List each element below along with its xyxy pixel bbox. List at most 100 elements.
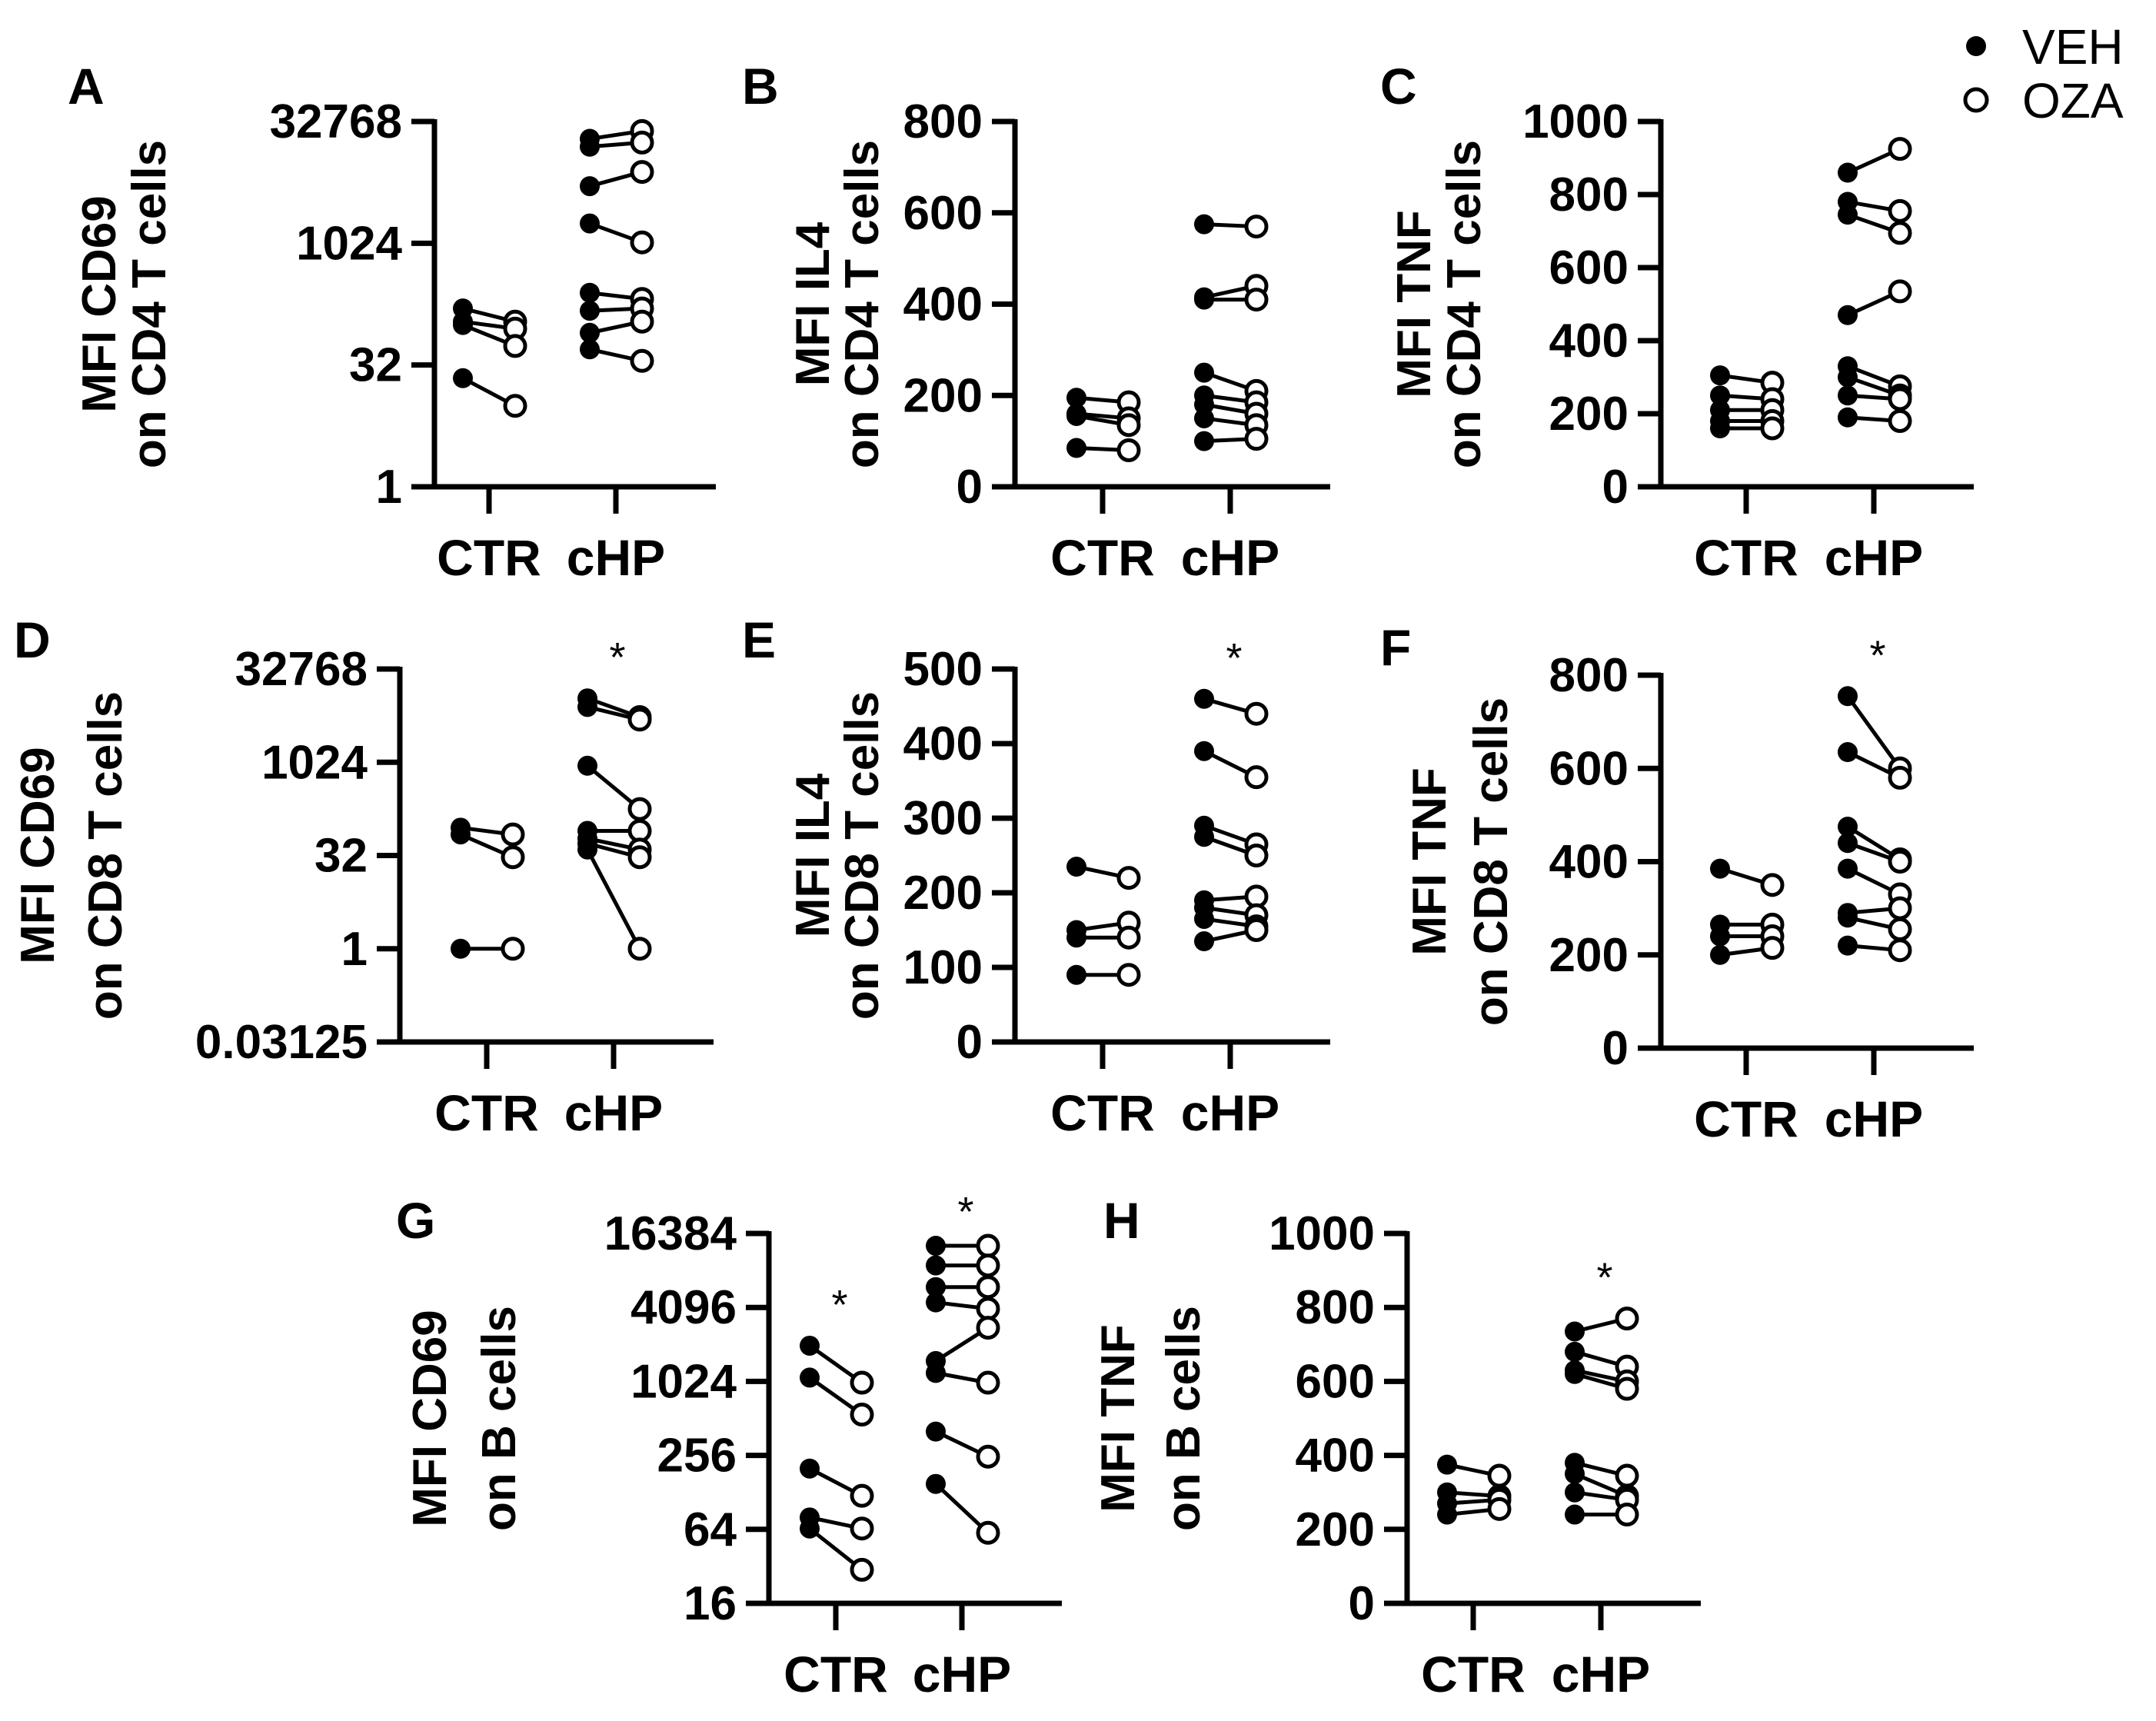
- chart-panel-f: F 0 200 400 600 800 CTR cHP MFI TNF on CD8 T cell…: [1380, 619, 1974, 1147]
- veh-point: [577, 755, 597, 776]
- y-tick-label: 1024: [261, 736, 368, 789]
- oza-point: [1888, 850, 1912, 874]
- y-tick-label: 800: [1549, 649, 1629, 702]
- oza-point: [1888, 896, 1912, 920]
- pair-line: [934, 1482, 990, 1535]
- veh-point: [580, 339, 600, 360]
- veh-point: [1066, 927, 1086, 948]
- y-tick-label: 32768: [270, 95, 402, 148]
- oza-point: [1615, 1307, 1639, 1331]
- y-tick-label: 400: [1549, 836, 1629, 889]
- y-tick-label: 0: [1349, 1577, 1375, 1630]
- y-tick-label: 1: [341, 923, 368, 976]
- significance-marker: *: [1869, 632, 1885, 678]
- y-tick-label: 0.03125: [195, 1016, 368, 1069]
- y-tick-label: 200: [1549, 388, 1629, 441]
- veh-point: [1066, 857, 1086, 877]
- y-tick-label: 16: [684, 1577, 737, 1630]
- oza-point: [627, 845, 652, 870]
- y-tick-label: 0: [1602, 461, 1629, 514]
- legend-marker-oza: [1963, 87, 1989, 113]
- veh-point: [1838, 817, 1858, 837]
- y-axis-title: on B cells: [473, 1306, 526, 1531]
- panel-label-f: F: [1380, 619, 1411, 676]
- oza-point: [1888, 221, 1912, 245]
- oza-point: [1888, 765, 1912, 790]
- oza-point: [1760, 936, 1785, 960]
- x-category-label: CTR: [437, 529, 541, 586]
- veh-point: [1565, 1463, 1585, 1484]
- oza-point: [976, 1370, 1000, 1395]
- y-tick-label: 16384: [604, 1207, 737, 1260]
- veh-point: [926, 1236, 946, 1257]
- veh-point: [926, 1421, 946, 1442]
- chart-panel-d: D 0.03125 1 32 1024 32768 CTR cHP MFI CD69 on CD8…: [12, 611, 714, 1141]
- legend-label-veh: VEH: [2022, 19, 2124, 75]
- oza-point: [1615, 1503, 1639, 1527]
- veh-point: [1437, 1454, 1457, 1475]
- veh-point: [1565, 1482, 1585, 1503]
- y-tick-label: 400: [903, 278, 983, 331]
- y-tick-label: 32: [314, 830, 368, 883]
- veh-point: [1194, 289, 1214, 310]
- veh-point: [577, 697, 597, 717]
- panel-label-g: G: [396, 1192, 435, 1249]
- significance-marker: *: [609, 634, 625, 681]
- oza-point: [630, 230, 654, 255]
- oza-point: [1244, 918, 1269, 942]
- x-category-label: cHP: [913, 1646, 1011, 1703]
- veh-point: [1838, 205, 1858, 225]
- veh-point: [1710, 926, 1730, 947]
- legend-label-oza: OZA: [2022, 73, 2124, 128]
- y-tick-label: 800: [903, 95, 983, 148]
- veh-point: [1437, 1504, 1457, 1525]
- oza-point: [1888, 137, 1912, 161]
- y-axis-title: on CD4 T cells: [836, 140, 889, 468]
- oza-point: [1116, 925, 1141, 950]
- oza-point: [976, 1316, 1000, 1340]
- x-category-label: cHP: [1181, 529, 1279, 586]
- veh-point: [1194, 394, 1214, 415]
- oza-point: [976, 1233, 1000, 1258]
- panel-label-h: H: [1103, 1192, 1140, 1249]
- x-category-label: cHP: [567, 529, 665, 586]
- oza-point: [503, 334, 527, 358]
- y-tick-label: 300: [903, 792, 983, 845]
- oza-point: [1244, 701, 1269, 726]
- oza-point: [1487, 1463, 1512, 1488]
- oza-point: [501, 937, 525, 961]
- significance-marker: *: [957, 1189, 973, 1235]
- veh-point: [1838, 858, 1858, 879]
- y-axis-title: on CD8 T cells: [836, 691, 889, 1020]
- y-tick-label: 600: [1296, 1355, 1375, 1408]
- oza-point: [1244, 844, 1269, 867]
- veh-point: [1838, 686, 1858, 707]
- y-axis-title: on CD4 T cells: [1438, 140, 1491, 468]
- veh-point: [1838, 935, 1858, 956]
- oza-point: [1116, 963, 1141, 987]
- veh-point: [1710, 944, 1730, 965]
- x-category-label: CTR: [1694, 1090, 1798, 1147]
- oza-point: [1244, 427, 1269, 451]
- veh-point: [451, 824, 471, 845]
- oza-point: [1244, 288, 1269, 312]
- oza-point: [976, 1520, 1000, 1545]
- oza-point: [1116, 866, 1141, 890]
- y-axis-title: MFI CD69: [404, 1310, 457, 1526]
- oza-point: [976, 1253, 1000, 1278]
- y-axis-title: MFI CD69: [73, 195, 126, 412]
- x-category-label: cHP: [1552, 1646, 1650, 1703]
- oza-point: [503, 394, 527, 418]
- veh-point: [1838, 407, 1858, 428]
- oza-point: [627, 937, 652, 961]
- y-tick-label: 100: [903, 941, 983, 994]
- y-axis-title: on CD4 T cells: [123, 140, 176, 468]
- oza-point: [1888, 198, 1912, 223]
- oza-point: [850, 1403, 874, 1427]
- y-axis-title: MFI IL4: [787, 773, 840, 937]
- veh-point: [1194, 931, 1214, 952]
- veh-point: [580, 213, 600, 234]
